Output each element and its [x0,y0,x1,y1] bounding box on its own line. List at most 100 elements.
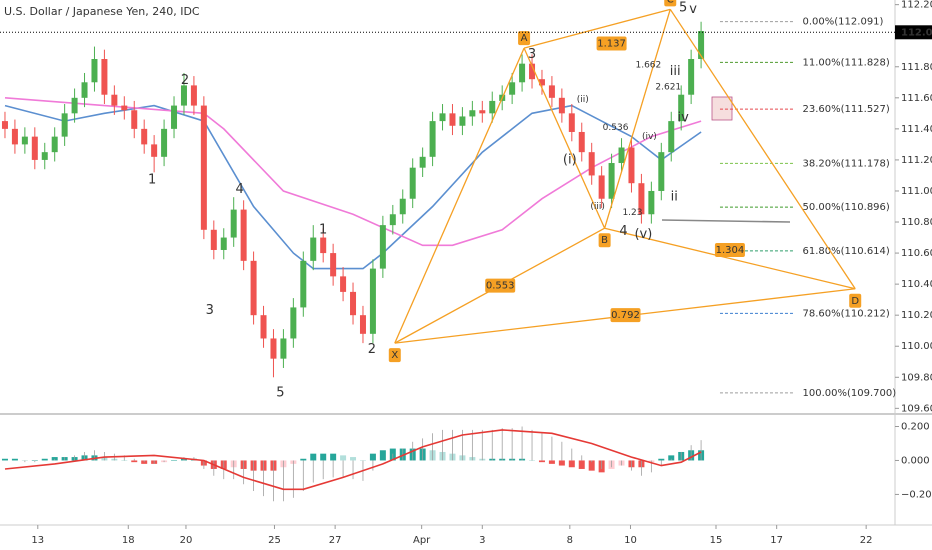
candle-body [300,260,307,308]
histogram-bar [558,460,565,466]
candle-body [240,209,247,261]
wave-label: 4 [619,224,627,239]
histogram-bar [379,450,386,461]
candle-body [588,152,595,176]
candle-body [538,79,545,86]
histogram-bar [369,453,376,461]
wave-label: iii [670,64,681,79]
candle-body [310,237,317,261]
candle-body [190,85,197,106]
pattern-ratio-label: 1.304 [716,245,745,256]
candle-body [638,183,645,215]
candle-body [698,31,705,59]
histogram-bar [320,453,327,461]
candle-body [519,63,526,83]
candle-body [270,338,277,359]
pattern-leg [394,47,525,344]
candle-body [419,156,426,168]
y-tick-label: −0.200 [901,489,932,500]
pattern-leg [523,47,606,229]
histogram-bar [310,453,317,461]
y-tick-label: 111.200 [901,155,932,166]
histogram-bar [529,460,536,461]
wave-label: 5 [276,385,284,400]
candle-body [439,113,446,122]
x-tick-label: 10 [624,535,637,546]
candle-body [389,214,396,226]
candle-body [180,85,187,106]
fib-label: 11.00%(111.828) [803,57,890,68]
candle-body [230,209,237,238]
candle-body [568,113,575,132]
histogram-bar [588,460,595,471]
candle-body [509,82,516,95]
candle-body [359,315,366,334]
pattern-point-label: D [851,296,859,307]
y-tick-label: 109.800 [901,372,932,383]
candle-body [171,105,178,129]
pattern-point-box [518,31,531,46]
x-tick-label: 20 [180,535,193,546]
pattern-leg [603,9,671,229]
y-tick-label: 0.000 [901,455,930,466]
pattern-ratio-box [596,36,627,51]
candle-body [489,100,496,114]
wave-label: 3 [206,303,214,318]
wave-label: 1 [319,222,327,237]
candle-body [628,147,635,184]
x-tick-label: 8 [567,535,573,546]
last-price-box [895,25,932,40]
signal-line [4,429,702,491]
last-price-label: 112.022 [901,27,932,38]
candle-body [31,136,38,160]
candle-body [459,116,466,126]
histogram-bar [548,460,555,464]
histogram-bar [658,458,665,461]
y-tick-label: 110.200 [901,310,932,321]
wave-label: 2 [368,342,376,357]
candle-body [558,97,565,114]
fib-label: 0.00%(112.091) [803,17,884,28]
candle-body [200,105,207,230]
fib-label: 38.20%(111.178) [803,158,890,169]
fib-label: 100.00%(109.700) [803,388,897,399]
pattern-point-box [664,0,677,7]
candle-body [330,253,337,277]
candle-body [220,237,227,250]
wave-label: 4 [236,182,244,197]
pattern-point-box [598,233,611,248]
candle-body [11,128,18,145]
candle-body [161,128,168,157]
y-tick-label: 0.200 [901,421,930,432]
candle-body [41,152,48,160]
candle-body [548,85,555,98]
x-tick-label: 18 [122,535,135,546]
fib-label: 50.00%(110.896) [803,202,890,213]
target-box [711,96,733,121]
x-tick-label: 3 [479,535,485,546]
histogram-bar [578,460,585,469]
y-tick-label: 111.000 [901,186,932,197]
candle-body [260,315,267,339]
histogram-bar [171,460,178,461]
candle-body [141,128,148,145]
candle-body [618,147,625,164]
candle-body [290,307,297,339]
y-tick-label: 109.600 [901,403,932,414]
candle-body [151,144,158,157]
histogram-bar [41,458,48,461]
pattern-leg [669,8,856,290]
y-tick-label: 110.800 [901,217,932,228]
candle-body [479,110,486,114]
candle-body [379,225,386,269]
pattern-leg [604,227,856,290]
candle-body [71,97,78,114]
candle-body [111,94,118,106]
y-tick-label: 111.400 [901,124,932,135]
candle-body [578,131,585,153]
histogram-bar [350,457,357,461]
wave-label: (ii) [577,95,589,105]
wave-label: (i) [563,152,577,167]
wave-label: (iv) [642,132,657,142]
